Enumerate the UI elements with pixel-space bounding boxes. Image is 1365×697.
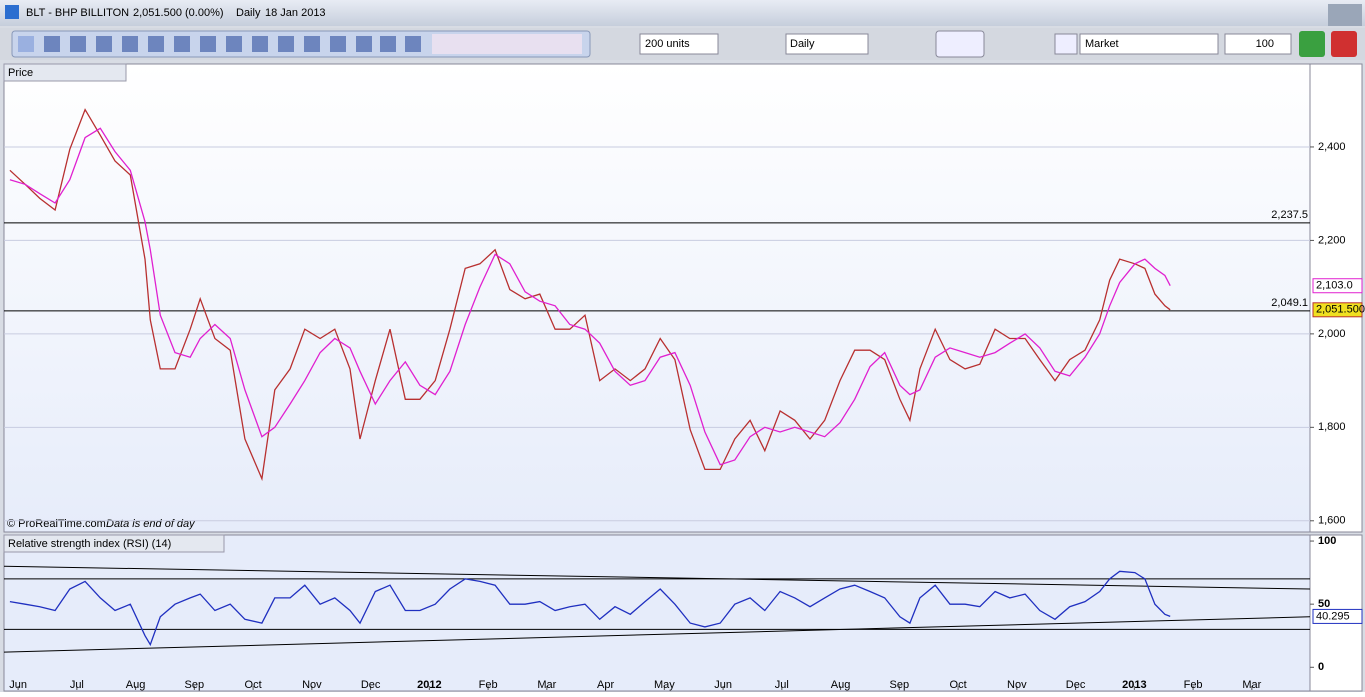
period-select[interactable] [785,33,869,55]
credit: © ProRealTime.com [7,518,106,530]
y-tick-label: 2,200 [1318,234,1346,246]
note: Data is end of day [106,518,196,530]
x-tick-label: Jun [714,679,732,691]
series-line [9,127,1171,466]
trend-line [3,616,1311,653]
y-tick-label: 100 [1318,535,1336,547]
y-tick-label: 2,400 [1318,141,1346,153]
x-tick-label: Mar [1242,679,1261,691]
order-type-select[interactable] [1079,33,1219,55]
last-value-box [1312,278,1363,294]
y-tick-label: 1,600 [1318,515,1346,527]
y-tick-label: 2,000 [1318,328,1346,340]
price-panel-header [3,63,127,82]
last-value-box [1312,608,1363,624]
last-value-label: 2,051.500 [1316,304,1365,316]
units-select[interactable] [639,33,719,55]
x-tick-label: Mar [537,679,556,691]
x-tick-label: May [654,679,675,691]
y-tick-label: 50 [1318,598,1330,610]
series-line [9,108,1171,482]
rsi-panel [3,534,1363,692]
app-icon [5,5,19,19]
title-bar [0,0,1365,26]
symbol: BLT - BHP BILLITON [26,7,129,19]
tool-icons [18,34,582,54]
level-label: 2,237.5 [1271,209,1308,221]
settings-button[interactable] [1054,33,1078,55]
window-controls[interactable] [1328,4,1362,26]
panel-title: Price [8,67,33,79]
quantity: 100 [1256,38,1274,50]
panel-title: Relative strength index (RSI) (14) [8,538,171,550]
x-tick-label: Oct [245,679,262,691]
quote: 2,051.500 (0.00%) [133,7,224,19]
last-value-label: 2,103.0 [1316,280,1353,292]
x-tick-label: Sep [185,679,205,691]
y-tick-label: 1,800 [1318,421,1346,433]
x-tick-label: Jun [9,679,27,691]
x-tick-label: Sep [890,679,910,691]
last-value-box [1312,302,1363,318]
date: 18 Jan 2013 [265,7,326,19]
y-tick-label: 0 [1318,661,1324,673]
level-label: 2,049.1 [1271,297,1308,309]
last-value-label: 40.295 [1316,610,1350,622]
indicator-button[interactable] [935,30,985,58]
price-axis [1309,63,1363,533]
trend-line [3,565,1311,590]
x-tick-label: Feb [1184,679,1203,691]
x-tick-label: 2012 [417,679,441,691]
quantity-input[interactable] [1224,33,1292,55]
units: 200 units [645,38,690,50]
period: Daily [236,7,261,19]
series-line [9,570,1171,647]
buy-button[interactable] [1299,31,1325,57]
x-tick-label: Apr [597,679,614,691]
x-tick-label: Jul [775,679,789,691]
x-tick-label: 2013 [1122,679,1146,691]
rsi-panel-header [3,534,225,553]
order-type: Market [1085,38,1119,50]
x-tick-label: Oct [950,679,967,691]
x-tick-label: Dec [1066,679,1086,691]
x-tick-label: Feb [479,679,498,691]
x-tick-label: Jul [70,679,84,691]
x-tick-label: Nov [1007,679,1027,691]
x-tick-label: Dec [361,679,381,691]
period-option: Daily [790,38,815,50]
x-tick-label: Nov [302,679,322,691]
x-tick-label: Aug [126,679,146,691]
x-tick-label: Aug [831,679,851,691]
price-panel [3,63,1363,533]
sell-button[interactable] [1331,31,1357,57]
